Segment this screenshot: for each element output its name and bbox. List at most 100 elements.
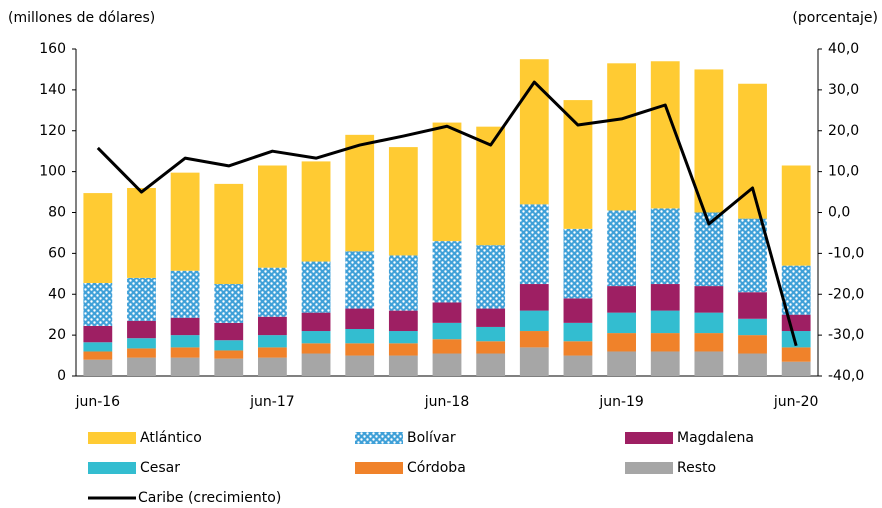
bar-segment: [432, 241, 462, 303]
y-tick-label: 100: [39, 164, 66, 180]
y-tick-label: 80: [48, 205, 66, 221]
legend-label: Córdoba: [407, 460, 466, 476]
bar-segment: [214, 350, 244, 359]
bar-segment: [170, 335, 200, 348]
legend-label: Resto: [677, 460, 716, 476]
bar-segment: [258, 347, 287, 358]
bar-segment: [476, 353, 506, 376]
y2-axis-label: (porcentaje): [792, 10, 878, 26]
bar-segment: [214, 284, 244, 323]
bar-segment: [301, 331, 331, 344]
bar-segment: [738, 353, 767, 376]
bar-segment: [83, 351, 113, 360]
bar-segment: [258, 357, 287, 376]
bar-segment: [83, 359, 113, 376]
bar-segment: [258, 267, 287, 317]
y2-tick-label: -10,0: [828, 245, 864, 261]
bar-segment: [83, 193, 113, 284]
x-tick-label: jun-20: [773, 394, 819, 410]
y-tick-label: 160: [39, 41, 66, 57]
bar-segment: [607, 63, 636, 211]
bar-segment: [476, 341, 506, 354]
bar-segment: [432, 353, 462, 376]
bar-segment: [170, 270, 200, 318]
legend-label: Caribe (crecimiento): [138, 490, 281, 506]
y2-tick-label: 10,0: [828, 164, 859, 180]
bar-segment: [563, 355, 593, 376]
bar-segment: [781, 165, 811, 266]
bar-segment: [563, 228, 593, 299]
bar-segment: [781, 347, 811, 362]
bar-segment: [738, 218, 767, 293]
bar-segment: [650, 208, 680, 285]
bar-segment: [738, 83, 767, 219]
y-tick-label: 40: [48, 286, 66, 302]
bar-segment: [650, 333, 680, 352]
bar-segment: [83, 283, 113, 326]
bar-segment: [345, 328, 375, 344]
bar-segment: [694, 286, 724, 313]
y2-tick-label: 40,0: [828, 41, 859, 57]
y2-tick-label: -30,0: [828, 327, 864, 343]
line: [96, 80, 798, 347]
bar-segment: [388, 255, 418, 311]
legend-label: Bolívar: [407, 430, 456, 446]
bar-segment: [301, 261, 331, 313]
bar-segment: [170, 347, 200, 358]
legend-swatch: [355, 432, 403, 444]
bar-segment: [345, 134, 375, 252]
bar-segment: [301, 312, 331, 332]
bar-segment: [650, 351, 680, 376]
bar-segment: [607, 286, 636, 313]
y-tick-label: 0: [57, 368, 66, 384]
bar-segment: [432, 122, 462, 242]
bar-segment: [781, 361, 811, 376]
bar-segment: [258, 316, 287, 336]
legend-label: Cesar: [140, 460, 180, 476]
bar-segment: [83, 325, 113, 343]
bar-segment: [170, 172, 200, 271]
bar-segment: [738, 318, 767, 336]
bar-segment: [519, 347, 549, 376]
y2-tick-label: 0,0: [828, 205, 850, 221]
bar-segment: [388, 310, 418, 332]
bar-segment: [607, 351, 636, 376]
bar-segment: [345, 355, 375, 376]
bar-segment: [432, 339, 462, 354]
bar-segment: [476, 308, 506, 327]
bar-segment: [388, 331, 418, 344]
bar-segment: [563, 100, 593, 229]
bar-segment: [694, 351, 724, 376]
legend-label: Atlántico: [140, 430, 202, 446]
bar-segment: [563, 298, 593, 323]
bar-segment: [127, 357, 156, 376]
y-tick-label: 140: [39, 82, 66, 98]
bar-segment: [476, 245, 506, 309]
legend-swatch: [355, 462, 403, 474]
bar-segment: [432, 302, 462, 323]
y2-tick-label: -20,0: [828, 286, 864, 302]
bar-segment: [345, 343, 375, 356]
bar-segment: [258, 165, 287, 268]
legend-swatch: [625, 432, 673, 444]
bar-segment: [258, 335, 287, 348]
bar-segment: [345, 308, 375, 329]
bar-segment: [607, 210, 636, 287]
bar-segment: [345, 251, 375, 309]
bar-segment: [170, 317, 200, 336]
bar-segment: [607, 312, 636, 334]
bar-segment: [214, 340, 244, 351]
y-axis-label: (millones de dólares): [8, 10, 155, 26]
x-tick-label: jun-16: [75, 394, 121, 410]
bar-segment: [781, 314, 811, 332]
y-tick-label: 60: [48, 245, 66, 261]
bar-segment: [301, 161, 331, 262]
x-tick-label: jun-19: [598, 394, 644, 410]
bar-segment: [519, 284, 549, 311]
bar-segment: [519, 310, 549, 332]
bar-segment: [781, 331, 811, 348]
legend-swatch: [88, 462, 136, 474]
bar-segment: [301, 343, 331, 354]
legend-swatch: [625, 462, 673, 474]
